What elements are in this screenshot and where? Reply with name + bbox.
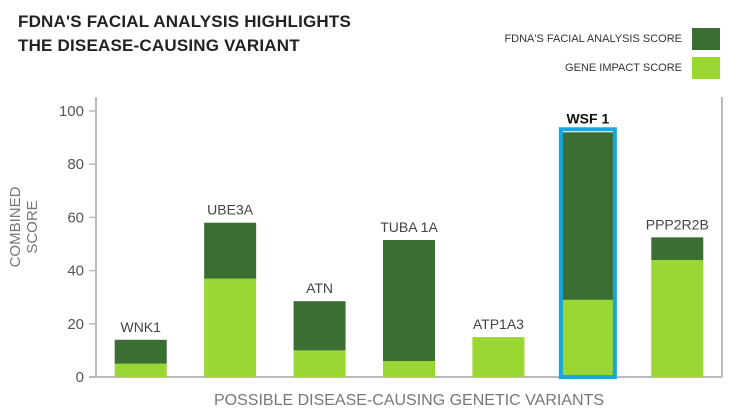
bar-segment-gene [651,259,704,377]
y-tick-label: 60 [67,209,84,226]
title-line-2: THE DISEASE-CAUSING VARIANT [18,36,300,55]
legend-item-gene: GENE IMPACT SCORE [565,57,720,79]
y-axis-label: COMBINED SCORE [7,186,41,268]
bar-segment-facial [561,132,614,300]
bar-label: UBE3A [207,202,254,218]
highlight-box [558,127,617,379]
bar-label: ATP1A3 [473,316,524,332]
y-tick-label: 100 [59,103,84,120]
legend-label-facial: FDNA'S FACIAL ANALYSIS SCORE [504,33,682,45]
legend-label-gene: GENE IMPACT SCORE [565,62,682,74]
legend-item-facial: FDNA'S FACIAL ANALYSIS SCORE [504,28,720,50]
y-tick-label: 40 [67,263,84,280]
bar-segment-gene [561,299,614,377]
bar-segment-gene [383,361,435,377]
bar-segment-gene [114,363,167,377]
bar-segment-gene [472,337,525,377]
bar-segment-facial [114,339,167,364]
legend-swatch-gene [692,57,720,79]
y-tick-label: 80 [67,156,84,173]
y-tick-label: 20 [67,316,84,333]
bar-label: TUBA 1A [380,219,438,235]
bar-label: WNK1 [120,319,161,335]
legend-swatch-facial [692,28,720,50]
bar-segment-facial [204,222,257,279]
bar-segment-facial [293,301,346,351]
bar-segment-gene [293,350,346,377]
y-tick-label: 0 [76,369,84,386]
x-axis-label: POSSIBLE DISEASE-CAUSING GENETIC VARIANT… [213,392,604,409]
bar-label: PPP2R2B [646,216,709,232]
bar-label: ATN [306,280,333,296]
bar-segment-gene [204,278,257,377]
bar-segment-facial [383,240,435,362]
bar-segment-facial [651,237,704,260]
bar-label: WSF 1 [566,110,609,126]
chart-title: FDNA'S FACIAL ANALYSIS HIGHLIGHTS THE DI… [18,10,351,58]
title-line-1: FDNA'S FACIAL ANALYSIS HIGHLIGHTS [18,12,352,31]
